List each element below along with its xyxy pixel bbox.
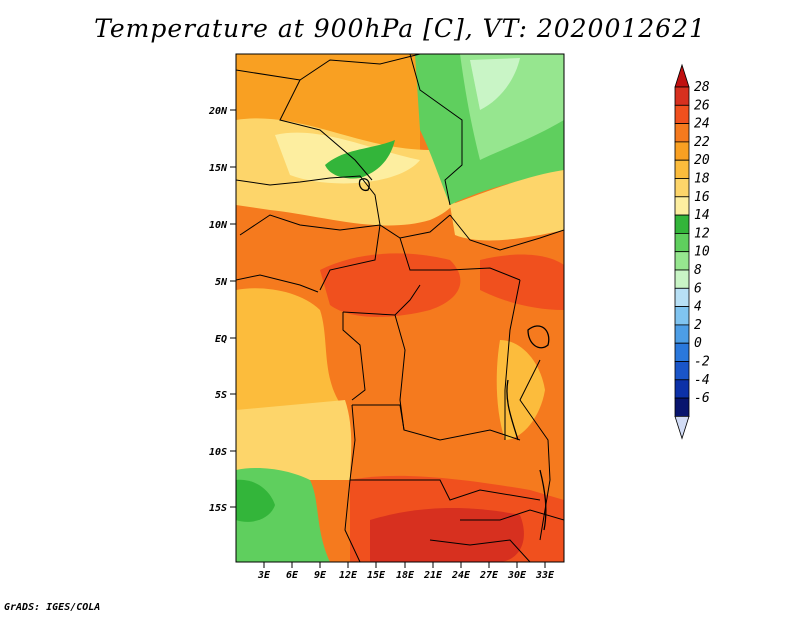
colorbar-swatch	[674, 287, 690, 307]
colorbar-label: 8	[694, 263, 702, 278]
colorbar-swatch	[674, 196, 690, 216]
lat-tick-label: 5N	[215, 277, 228, 288]
lake-tanganyika	[506, 379, 519, 441]
colorbar-label: 0	[694, 336, 702, 351]
border-line	[350, 479, 541, 501]
border-line	[352, 404, 521, 441]
lon-tick-label: 3E	[257, 570, 271, 581]
chart-title: Temperature at 900hPa [C], VT: 202001262…	[94, 14, 706, 43]
lat-tick-label: 10S	[209, 447, 227, 458]
border-line	[409, 54, 463, 206]
border-line	[342, 312, 366, 401]
lat-tick-label: EQ	[215, 334, 227, 345]
colorbar-label: 18	[694, 172, 710, 187]
colorbar-label: 14	[694, 208, 710, 223]
colorbar-label: -6	[694, 391, 710, 406]
colorbar-swatch	[674, 361, 690, 381]
country-borders	[236, 54, 564, 562]
colorbar-swatch	[674, 232, 690, 253]
border-line	[236, 274, 319, 293]
border-line	[236, 175, 381, 226]
colorbar-label: -2	[694, 355, 710, 370]
field-yellow-east	[450, 170, 564, 241]
colorbar-label: 20	[694, 153, 710, 168]
border-line	[239, 214, 451, 239]
lat-tick-label: 20N	[208, 106, 228, 117]
colorbar-label: 26	[694, 98, 710, 113]
colorbar-swatch	[674, 123, 690, 143]
lon-tick-label: 15E	[367, 570, 386, 581]
border-line	[344, 404, 361, 562]
colorbar-swatch	[674, 306, 690, 326]
colorbar-under-arrow	[674, 416, 690, 440]
border-line	[279, 79, 373, 181]
colorbar-label: 6	[694, 281, 702, 296]
colorbar-label: 28	[694, 80, 710, 95]
lat-tick-label: 15S	[209, 503, 227, 514]
lat-axis: 20N 15N 10N 5N EQ 5S 10S 15S	[208, 106, 236, 514]
colorbar-swatch	[674, 397, 690, 417]
field-deepred-south	[370, 508, 524, 562]
field-red-east	[480, 254, 564, 310]
field-green-chad	[325, 140, 395, 179]
lon-tick-label: 27E	[479, 570, 499, 581]
border-line	[319, 224, 381, 291]
colorbar-label: 4	[694, 300, 702, 315]
lon-axis: 3E 6E 9E 12E 15E 18E 21E 24E 27E 30E 33E	[257, 562, 555, 581]
lat-tick-label: 15N	[209, 163, 228, 174]
field-yellow-highlands	[496, 340, 545, 440]
lon-tick-label: 33E	[535, 570, 555, 581]
colorbar-swatch	[674, 159, 690, 179]
colorbar-over-arrow	[674, 63, 690, 88]
colorbar-swatch	[674, 269, 690, 289]
field-yellow-ocean	[236, 400, 352, 480]
lon-tick-label: 12E	[339, 570, 358, 581]
colorbar-label: 10	[694, 245, 710, 260]
lon-tick-label: 21E	[423, 570, 443, 581]
lon-tick-label: 6E	[286, 570, 299, 581]
border-line	[399, 237, 521, 281]
border-line	[449, 214, 564, 251]
border-line	[519, 359, 551, 541]
field-red-central	[320, 253, 461, 317]
colorbar-swatch	[674, 86, 690, 106]
field-yellow-westcoast	[236, 288, 345, 420]
lon-tick-label: 18E	[396, 570, 415, 581]
lake-malawi	[539, 469, 547, 531]
border-line	[236, 54, 421, 81]
colorbar-swatch	[674, 104, 690, 125]
colorbar-label: -4	[694, 373, 710, 388]
colorbar-swatch	[674, 178, 690, 198]
border-line	[460, 509, 564, 521]
colorbar-swatch	[674, 342, 690, 362]
lakes	[358, 178, 550, 531]
colorbar-label: 22	[694, 135, 710, 150]
colorbar-swatch	[674, 251, 690, 271]
colorbar-swatch	[674, 379, 690, 399]
colorbar-swatch	[674, 214, 690, 234]
border-line	[429, 539, 531, 562]
colorbar-swatch	[674, 324, 690, 344]
lat-tick-label: 5S	[215, 390, 227, 401]
colorbar-label: 16	[694, 190, 710, 205]
lon-tick-label: 9E	[314, 570, 327, 581]
map-frame	[235, 53, 565, 563]
lake-chad	[358, 178, 370, 192]
colorbar-label: 2	[694, 318, 702, 333]
field-palegreen-ne	[470, 58, 520, 110]
border-line	[504, 279, 521, 440]
lat-tick-label: 10N	[209, 220, 228, 231]
colorbar-label: 12	[694, 226, 710, 241]
colorbar-label: 24	[694, 117, 710, 132]
lake-victoria	[527, 325, 550, 349]
border-line	[342, 284, 421, 316]
footer-credit: GrADS: IGES/COLA	[4, 602, 101, 613]
field-green-sw-dark	[236, 479, 275, 522]
lon-tick-label: 30E	[507, 570, 527, 581]
colorbar-swatch	[674, 141, 690, 161]
lon-tick-label: 24E	[451, 570, 471, 581]
